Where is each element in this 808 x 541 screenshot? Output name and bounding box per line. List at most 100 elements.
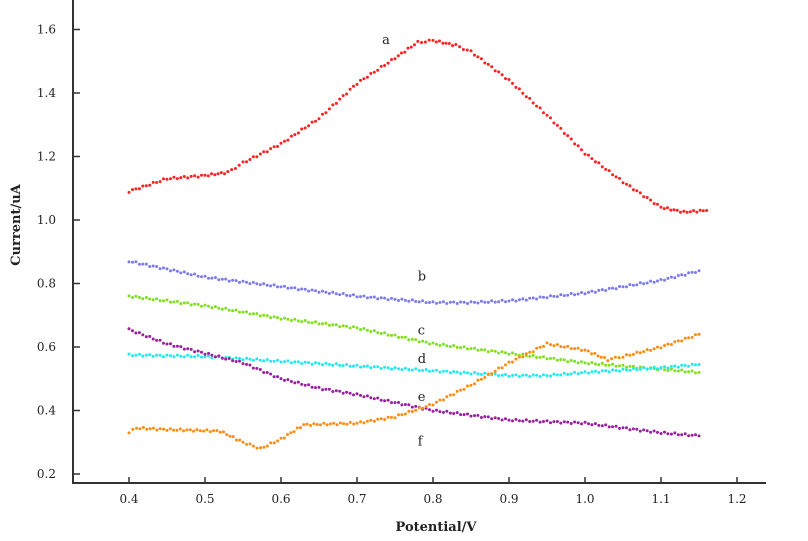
data-point	[447, 42, 451, 45]
x-tick-label: 1.0	[575, 492, 594, 506]
data-point	[355, 326, 359, 330]
data-point	[231, 359, 235, 363]
data-point	[628, 283, 632, 287]
data-point	[300, 382, 304, 386]
data-point	[625, 368, 628, 372]
data-point	[193, 355, 197, 359]
data-point	[369, 418, 373, 422]
data-point	[593, 160, 597, 164]
data-point	[680, 363, 684, 367]
data-point	[127, 327, 131, 331]
data-point	[531, 419, 535, 423]
data-point	[473, 300, 476, 304]
data-point	[172, 355, 176, 359]
data-point	[148, 334, 152, 338]
data-point	[420, 41, 424, 44]
data-point	[327, 292, 331, 295]
data-point	[293, 133, 297, 137]
data-point	[165, 353, 169, 357]
data-point	[611, 173, 615, 177]
data-point	[137, 352, 141, 356]
data-point	[566, 293, 570, 297]
data-point	[504, 373, 507, 376]
data-point	[148, 297, 152, 301]
data-point	[179, 354, 183, 358]
data-point	[631, 427, 635, 431]
data-point	[511, 360, 514, 364]
data-point	[500, 298, 504, 302]
data-point	[383, 365, 387, 369]
data-point	[300, 362, 304, 365]
data-point	[162, 299, 165, 303]
data-point	[583, 348, 587, 352]
data-point	[348, 87, 352, 91]
data-point	[628, 428, 632, 432]
series-e	[127, 327, 701, 438]
data-point	[593, 290, 597, 294]
data-point	[618, 285, 621, 288]
data-point	[262, 371, 266, 374]
data-point	[324, 387, 328, 391]
data-point	[310, 321, 314, 325]
data-point	[352, 422, 356, 426]
data-point	[410, 368, 414, 372]
data-point	[328, 422, 332, 426]
data-point	[152, 426, 155, 430]
data-point	[317, 117, 321, 121]
data-point	[507, 374, 511, 378]
data-point	[545, 374, 549, 378]
data-point	[317, 385, 321, 389]
data-point	[144, 335, 148, 339]
data-point	[628, 184, 632, 188]
data-point	[490, 299, 494, 303]
data-point	[514, 373, 518, 377]
data-point	[645, 429, 649, 433]
data-point	[666, 342, 670, 346]
data-point	[352, 364, 355, 368]
data-point	[393, 333, 397, 337]
data-point	[210, 172, 213, 176]
data-point	[683, 370, 687, 374]
data-point	[631, 366, 635, 370]
data-point	[580, 371, 583, 375]
data-point	[545, 341, 549, 345]
data-point	[448, 411, 452, 415]
data-point	[555, 373, 559, 377]
data-point	[162, 177, 165, 181]
data-point	[483, 61, 487, 65]
data-point	[663, 278, 666, 282]
series-c	[127, 294, 701, 375]
data-point	[390, 58, 393, 61]
data-point	[441, 300, 445, 304]
data-point	[580, 422, 583, 426]
data-point	[649, 279, 653, 283]
data-point	[321, 289, 324, 293]
data-point	[607, 370, 611, 374]
data-point	[238, 356, 241, 360]
data-point	[559, 373, 563, 377]
data-point	[235, 438, 238, 442]
data-point	[293, 286, 297, 290]
data-point	[685, 210, 689, 214]
data-point	[158, 180, 162, 184]
data-point	[283, 139, 286, 143]
data-point	[212, 429, 215, 433]
x-tick-label: 1.2	[727, 492, 746, 506]
data-point	[455, 302, 459, 305]
data-point	[580, 349, 583, 352]
data-point	[435, 368, 438, 372]
data-point	[604, 289, 608, 292]
data-point	[137, 331, 141, 335]
data-point	[134, 187, 138, 191]
data-point	[483, 348, 487, 352]
data-point	[583, 361, 587, 365]
data-point	[303, 319, 307, 322]
data-point	[635, 427, 639, 431]
data-point	[441, 342, 445, 346]
data-point	[611, 425, 615, 429]
data-point	[417, 300, 421, 304]
data-point	[151, 337, 155, 341]
data-point	[393, 401, 397, 405]
data-point	[252, 444, 255, 448]
data-point	[286, 433, 289, 436]
